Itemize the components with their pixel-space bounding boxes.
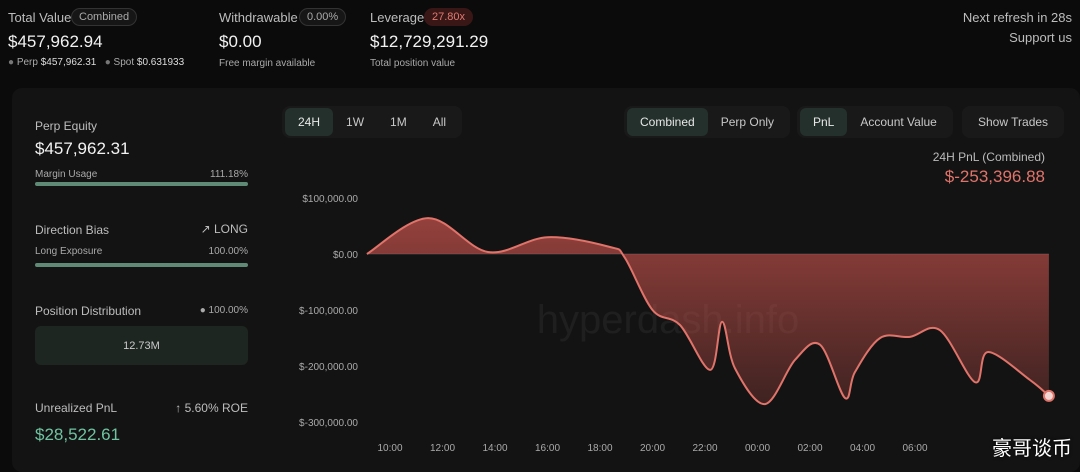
card-value: ↗ LONG	[200, 222, 248, 236]
area	[366, 218, 1049, 405]
card-value: ● 100.00%	[199, 305, 248, 316]
card-label: Position Distribution	[35, 304, 142, 318]
card-label: Unrealized PnL	[35, 401, 118, 415]
y-tick-label: $-300,000.00	[299, 418, 358, 429]
card-sub-value: 100.00%	[208, 246, 248, 257]
stat-badge: Combined	[71, 8, 138, 26]
progress-bar	[35, 263, 248, 267]
card-sub-label: Margin Usage	[35, 169, 98, 180]
card-sub-value: 111.18%	[210, 169, 248, 180]
trades-group: Show Trades	[962, 106, 1065, 138]
breakdown-value: $457,962.31	[40, 57, 97, 68]
chart-title: 24H PnL (Combined)	[932, 150, 1045, 164]
trades-button[interactable]: Show Trades	[978, 115, 1049, 129]
stat-value: $0.00	[219, 32, 262, 51]
x-tick-label: 06:00	[903, 443, 928, 454]
x-tick-label: 16:00	[535, 443, 560, 454]
stat-value: $12,729,291.29	[370, 32, 489, 51]
range-button[interactable]: All	[432, 115, 447, 129]
y-tick-label: $100,000.00	[302, 194, 358, 205]
metric-group: PnL Account Value	[797, 106, 953, 138]
support-link[interactable]: Support us	[1009, 30, 1072, 45]
y-tick-label: $0.00	[333, 250, 358, 261]
mode-group: Combined Perp Only	[624, 106, 791, 138]
pnl-value: $28,522.61	[35, 425, 121, 444]
mode-button[interactable]: Combined	[627, 108, 708, 136]
range-button[interactable]: 1M	[390, 115, 407, 129]
roe: ↑ 5.60% ROE	[175, 401, 248, 415]
watermark: 豪哥谈币	[992, 438, 1072, 460]
line	[366, 217, 1050, 406]
stat-note: Total position value	[370, 58, 456, 69]
card-sub-label: Long Exposure	[35, 246, 103, 257]
x-tick-label: 20:00	[640, 443, 665, 454]
y-tick-label: $-200,000.00	[299, 362, 358, 373]
stat-value: $457,962.94	[8, 32, 103, 51]
y-tick-label: $-100,000.00	[299, 306, 358, 317]
x-tick-label: 18:00	[587, 443, 612, 454]
stat-label: Leverage	[370, 10, 425, 25]
stat-badge: 27.80x	[424, 8, 474, 26]
range-group: 24H 1W 1M All	[282, 106, 463, 138]
range-button[interactable]: 1W	[346, 115, 365, 129]
card-label: Perp Equity	[35, 119, 98, 133]
distribution-pct: 100.00%	[208, 305, 248, 316]
chart-summary: $-253,396.88	[944, 167, 1045, 186]
distribution-bar: 12.73M	[35, 326, 248, 365]
stat-label: Withdrawable	[219, 10, 298, 25]
card-label: Direction Bias	[35, 223, 110, 237]
stat-label: Total Value	[8, 10, 72, 25]
stat-badge: 0.00%	[299, 8, 347, 26]
x-tick-label: 02:00	[798, 443, 823, 454]
direction: LONG	[213, 222, 248, 236]
breakdown: ● Perp $457,962.31 ● Spot $0.631933	[8, 57, 185, 68]
metric-button[interactable]: Account Value	[860, 115, 937, 129]
stat-note: Free margin available	[219, 58, 316, 69]
x-tick-label: 04:00	[850, 443, 875, 454]
x-tick-label: 14:00	[482, 443, 507, 454]
breakdown-label: Perp	[16, 57, 38, 68]
x-tick-label: 10:00	[377, 443, 402, 454]
range-button[interactable]: 24H	[285, 108, 334, 136]
metric-button[interactable]: PnL	[800, 108, 848, 136]
refresh: Next refresh in 28s	[962, 10, 1072, 25]
roe-value: 5.60% ROE	[184, 401, 248, 415]
card-value: $457,962.31	[35, 139, 130, 158]
mode-button[interactable]: Perp Only	[720, 115, 775, 129]
x-tick-label: 00:00	[745, 443, 770, 454]
x-tick-label: 12:00	[430, 443, 455, 454]
end-point	[1042, 389, 1055, 402]
x-tick-label: 22:00	[692, 443, 717, 454]
breakdown-label: Spot	[113, 57, 135, 68]
progress-bar	[35, 182, 248, 186]
breakdown-value: $0.631933	[136, 57, 185, 68]
